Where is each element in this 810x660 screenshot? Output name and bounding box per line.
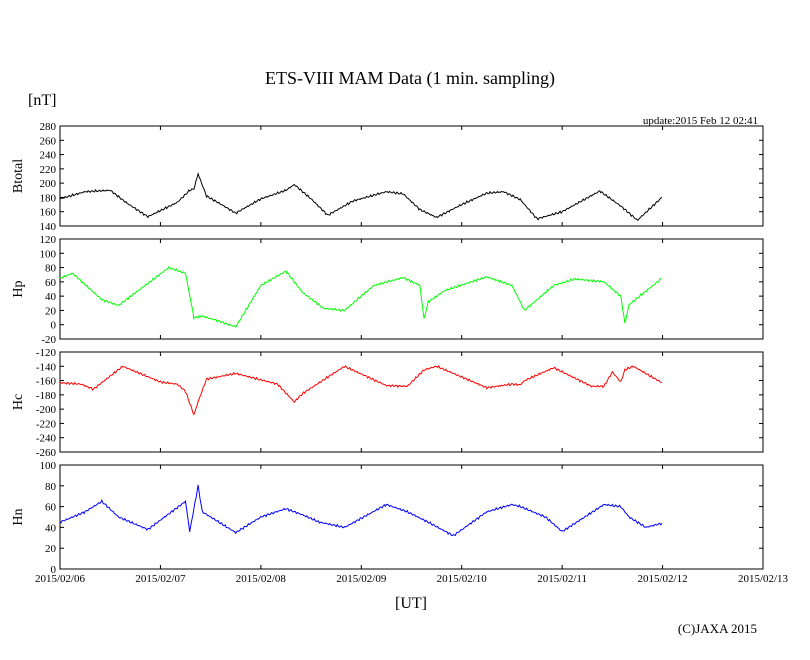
y-tick-label: 40 [45, 522, 57, 534]
y-tick-label: 20 [45, 543, 57, 555]
panel-frame [59, 238, 764, 340]
y-tick-label: 80 [45, 263, 57, 275]
y-tick-label: -200 [36, 404, 57, 416]
y-tick-label: 200 [40, 178, 57, 190]
update-text: update:2015 Feb 12 02:41 [643, 115, 758, 127]
y-tick-label: -240 [36, 433, 57, 445]
copyright-text: (C)JAXA 2015 [678, 621, 757, 636]
panel-btotal: 140 160 180 200 220 240 260 280 Btotal [11, 121, 764, 233]
panel-hp: -20 0 20 40 60 80 100 120 Hp [11, 234, 764, 346]
y-tick-label: 60 [45, 277, 57, 289]
panel-frame [59, 351, 764, 453]
series-line-btotal [59, 172, 663, 221]
x-tick-label: 2015/02/13 [738, 573, 789, 585]
y-tick-label: 0 [51, 564, 57, 576]
y-tick-label: 0 [51, 320, 57, 332]
panels-group: 140160180200220240260280Btotal-200204060… [11, 121, 764, 576]
y-axis-label: Hc [11, 394, 26, 410]
x-tick-label: 2015/02/11 [537, 573, 587, 585]
y-tick-label: 60 [45, 502, 57, 514]
y-tick-label: 240 [40, 150, 57, 162]
y-tick-label: 100 [40, 460, 57, 472]
y-tick-label: 260 [40, 135, 57, 147]
y-tick-label: -140 [36, 361, 57, 373]
series-line-hc [60, 365, 663, 416]
y-tick-label: -220 [36, 418, 57, 430]
y-tick-label: 140 [40, 221, 57, 233]
x-tick-label: 2015/02/09 [336, 573, 387, 585]
series-line-hn [59, 484, 663, 537]
y-tick-label: -160 [36, 376, 57, 388]
panel-frame [59, 125, 764, 227]
y-axis-label: Btotal [11, 159, 26, 193]
x-axis-label: [UT] [395, 595, 427, 612]
y-tick-label: 180 [40, 192, 57, 204]
y-axis-label: Hp [11, 280, 26, 297]
y-tick-label: 20 [45, 305, 57, 317]
x-tick-label: 2015/02/08 [236, 573, 287, 585]
y-axis-label: Hn [11, 508, 26, 525]
y-tick-label: 280 [40, 121, 57, 133]
chart-title: ETS-VIII MAM Data (1 min. sampling) [265, 68, 555, 89]
panel-hn: 0 20 40 60 80 100 Hn [11, 460, 764, 576]
y-tick-label: -180 [36, 390, 57, 402]
y-tick-label: -20 [41, 334, 56, 346]
x-tick-label: 2015/02/07 [135, 573, 186, 585]
x-axis-group: 2015/02/06 2015/02/07 2015/02/08 2015/02/09… [35, 573, 789, 585]
y-tick-label: 100 [40, 248, 57, 260]
y-tick-label: -120 [36, 347, 57, 359]
x-tick-label: 2015/02/12 [638, 573, 688, 585]
x-tick-label: 2015/02/06 [35, 573, 86, 585]
y-tick-label: 160 [40, 207, 57, 219]
series-line-hp [59, 265, 663, 328]
y-tick-label: 80 [45, 481, 57, 493]
unit-label: [nT] [28, 92, 56, 109]
y-tick-label: -260 [36, 447, 57, 459]
panel-frame [59, 464, 764, 570]
y-tick-label: 120 [40, 234, 57, 246]
y-tick-label: 220 [40, 164, 57, 176]
x-tick-label: 2015/02/10 [437, 573, 488, 585]
panel-hc: -260 -240 -220 -200 -180 -160 -140 -120 Hc [11, 347, 764, 459]
y-tick-label: 40 [45, 291, 57, 303]
